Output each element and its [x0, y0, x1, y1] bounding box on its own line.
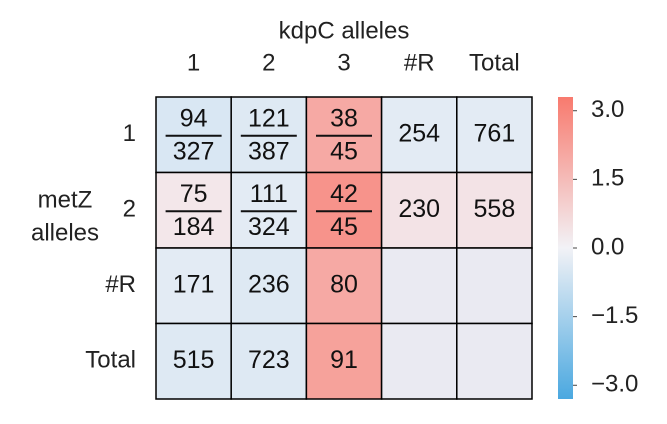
column-label: 2	[262, 49, 275, 76]
row-label: #R	[105, 271, 136, 298]
colorbar-tick-label: −1.5	[591, 302, 638, 329]
denominator: 327	[173, 137, 215, 165]
colorbar-tick-label: 0.0	[591, 233, 624, 260]
colorbar-tick-label: −3.0	[591, 371, 638, 398]
cell-value: 91	[330, 346, 358, 374]
numerator: 121	[248, 104, 290, 132]
numerator: 75	[180, 180, 208, 208]
numerator: 111	[250, 180, 288, 208]
empty-cell	[456, 322, 533, 400]
chart-title: kdpC alleles	[279, 17, 410, 44]
cell-value: 558	[474, 195, 516, 223]
cell-value: 171	[173, 270, 215, 298]
y-label: metZ	[38, 186, 93, 213]
column-label: 1	[187, 49, 200, 76]
cell-value: 230	[398, 195, 440, 223]
cell	[230, 247, 308, 325]
cell	[305, 247, 383, 325]
cell	[155, 247, 232, 325]
colorbar	[558, 97, 573, 399]
cell	[155, 322, 232, 400]
row-label: 2	[123, 196, 136, 223]
column-label: Total	[469, 49, 520, 76]
empty-cell	[456, 247, 533, 325]
cell	[456, 171, 533, 249]
numerator: 42	[330, 180, 358, 208]
colorbar-tick-label: 1.5	[591, 165, 624, 192]
column-label: #R	[404, 49, 435, 76]
cell-value: 236	[248, 270, 290, 298]
cell-value: 515	[173, 346, 215, 374]
cell-value: 80	[330, 270, 358, 298]
column-label: 3	[337, 49, 350, 76]
cell-value: 761	[474, 119, 516, 147]
row-label: Total	[85, 347, 136, 374]
row-label: 1	[123, 120, 136, 147]
empty-cell	[380, 247, 458, 325]
colorbar-tick-label: 3.0	[591, 96, 624, 123]
numerator: 38	[330, 104, 358, 132]
denominator: 45	[330, 213, 358, 241]
cell-value: 254	[398, 119, 440, 147]
denominator: 387	[248, 137, 290, 165]
cell-value: 723	[248, 346, 290, 374]
numerator: 94	[180, 104, 208, 132]
denominator: 184	[173, 213, 215, 241]
denominator: 45	[330, 137, 358, 165]
y-label: alleles	[31, 219, 99, 246]
denominator: 324	[248, 213, 290, 241]
empty-cell	[380, 322, 458, 400]
